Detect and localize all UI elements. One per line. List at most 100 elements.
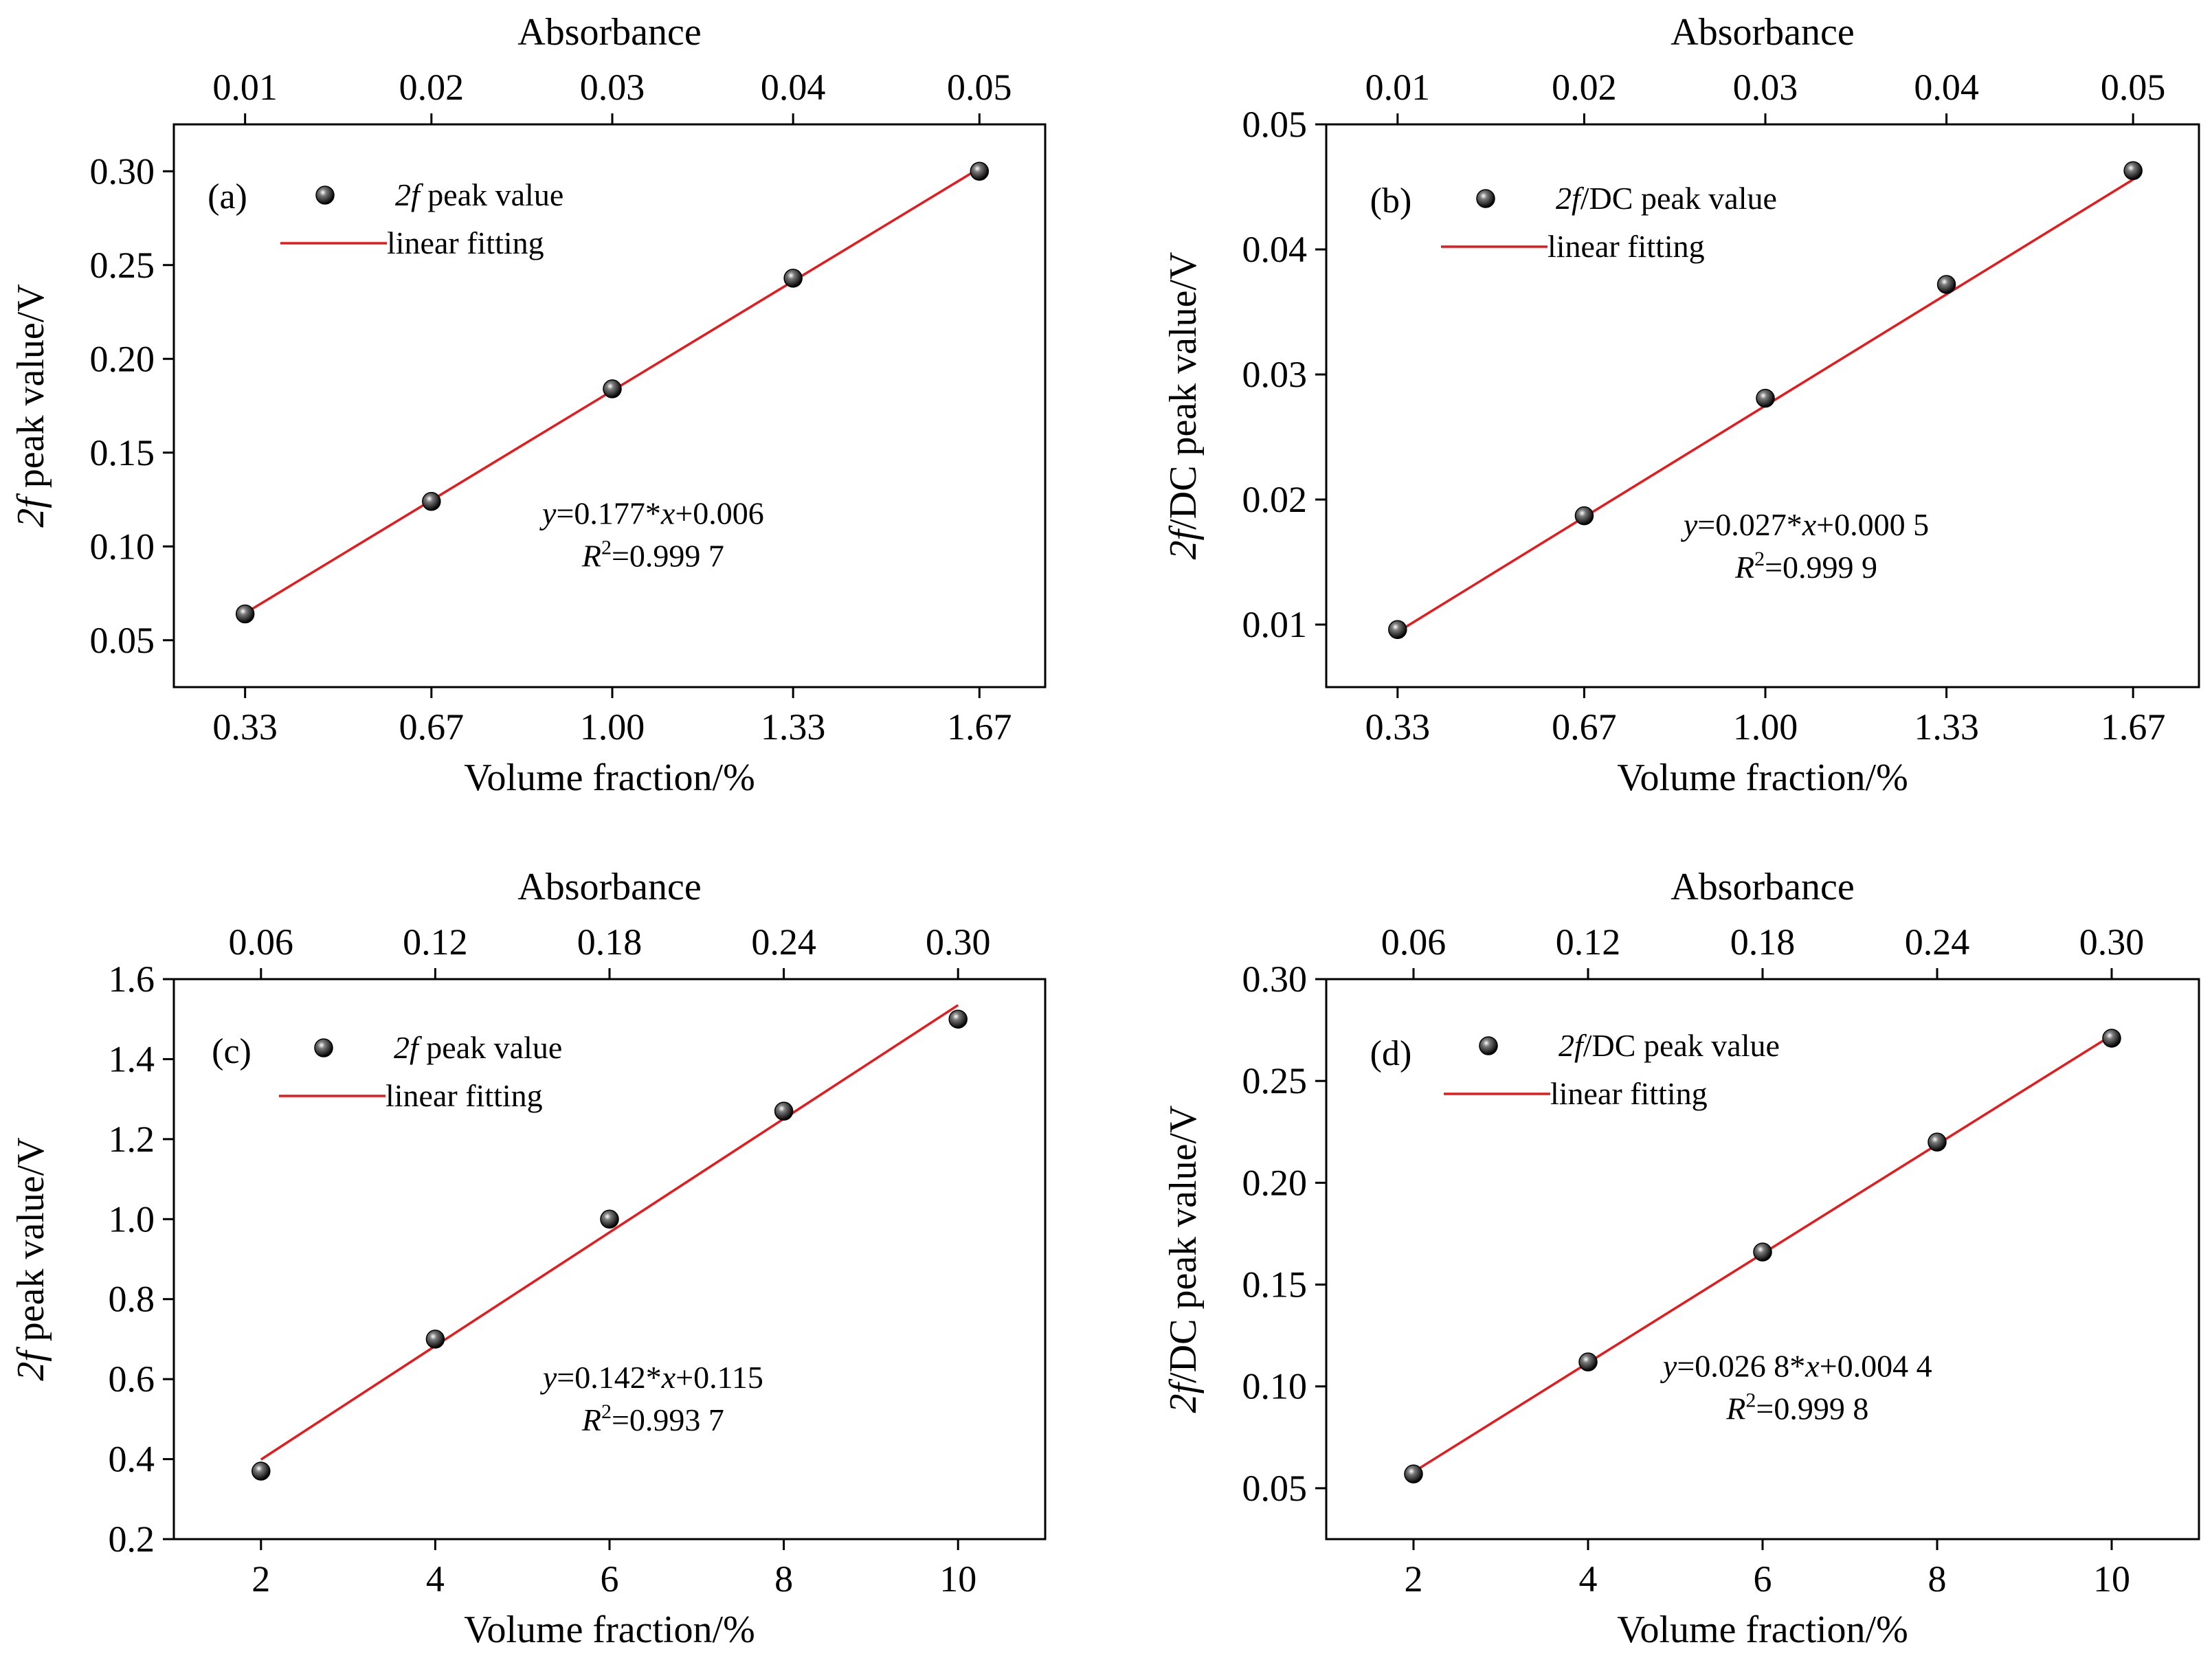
legend-label-fit: linear fitting: [1548, 229, 1705, 264]
top-x-axis-title: Absorbance: [517, 866, 701, 908]
x-tick-label: 1.33: [761, 706, 826, 748]
top-x-tick-label: 0.30: [926, 921, 991, 963]
chart-panel: 2 0.06 4 0.12 6 0.18 8 0.24 10 0.30 0.2 0.4 0.6 0.8 1.…: [10, 866, 1047, 1651]
r-label: R: [581, 538, 601, 573]
y-tick-label: 0.10: [1242, 1366, 1308, 1407]
x-tick-label: 1.00: [580, 706, 645, 748]
y-axis-title: 2f/DC peak value/V: [1162, 1106, 1205, 1413]
fit-line: [260, 1004, 959, 1461]
plot-frame: [172, 978, 1047, 1541]
x-axis-title: Volume fraction/%: [464, 1609, 755, 1651]
data-point: [783, 269, 803, 288]
legend-label-rest: /DC peak value: [1580, 181, 1777, 216]
r-value: =0.993 7: [612, 1402, 724, 1437]
x-axis-title: Volume fraction/%: [1617, 1609, 1908, 1651]
y-tick-label: 0.05: [1242, 104, 1308, 145]
y-axis-title-rest: /DC peak value/V: [1162, 1106, 1205, 1383]
y-tick-label: 1.6: [109, 959, 155, 1000]
data-point: [1936, 275, 1956, 294]
y-tick-label: 0.04: [1242, 229, 1308, 270]
y-tick-label: 0.2: [109, 1519, 155, 1560]
r-squared: R2=0.999 8: [1725, 1389, 1868, 1426]
data-point: [1404, 1464, 1423, 1483]
r-value: =0.999 7: [612, 538, 724, 573]
r-value: =0.999 8: [1756, 1391, 1868, 1426]
equation-x: x: [1802, 507, 1817, 542]
data-point: [252, 1461, 271, 1481]
x-tick-label: 0.33: [212, 706, 278, 748]
data-point: [603, 379, 622, 399]
r-exponent: 2: [1754, 548, 1765, 570]
y-tick-label: 0.15: [1242, 1264, 1308, 1306]
y-tick-label: 0.25: [90, 245, 155, 286]
x-axis-title: Volume fraction/%: [1617, 757, 1908, 799]
fit-equation: y=0.177*x+0.006: [539, 495, 764, 530]
x-tick-label: 0.33: [1365, 706, 1431, 748]
data-point: [1928, 1132, 1947, 1152]
r-exponent: 2: [1745, 1389, 1756, 1412]
top-x-tick-label: 0.01: [1365, 67, 1431, 108]
x-tick-label: 0.67: [1552, 706, 1617, 748]
y-tick-label: 0.6: [109, 1358, 155, 1400]
equation-x: x: [661, 1360, 676, 1395]
r-value: =0.999 9: [1765, 550, 1877, 585]
legend-marker: [315, 186, 335, 205]
data-point: [422, 491, 441, 511]
data-point: [948, 1009, 968, 1029]
y-tick-label: 0.30: [1242, 959, 1308, 1000]
y-axis-title-italic: 2f: [10, 1346, 52, 1381]
x-tick-label: 1.67: [947, 706, 1012, 748]
y-axis-title-italic: 2f: [1162, 524, 1205, 559]
equation-tail: +0.000 5: [1816, 507, 1929, 542]
equation-tail: +0.115: [675, 1360, 763, 1395]
data-point: [774, 1101, 794, 1121]
legend-label-italic: 2f: [1559, 1028, 1587, 1063]
top-x-tick-label: 0.24: [1905, 921, 1970, 963]
y-tick-label: 0.20: [1242, 1162, 1308, 1203]
panel-label: (d): [1370, 1034, 1412, 1073]
top-x-tick-label: 0.05: [2101, 67, 2166, 108]
equation-rest: =0.027*: [1697, 507, 1802, 542]
legend-marker: [1479, 1036, 1498, 1055]
data-point: [425, 1330, 445, 1349]
legend-label-fit: linear fitting: [386, 1078, 543, 1113]
y-tick-label: 0.03: [1242, 354, 1308, 395]
top-x-tick-label: 0.01: [212, 67, 278, 108]
top-x-axis-title: Absorbance: [1671, 11, 1854, 54]
panel-label: (c): [212, 1032, 252, 1071]
r-squared: R2=0.999 9: [1734, 548, 1877, 585]
y-axis-title: 2f/DC peak value/V: [1162, 252, 1205, 560]
equation-y: y: [1681, 507, 1698, 542]
x-axis-title: Volume fraction/%: [464, 757, 755, 799]
data-point: [600, 1209, 619, 1229]
top-x-tick-label: 0.03: [1733, 67, 1798, 108]
legend-marker: [1476, 189, 1495, 208]
data-point: [1574, 506, 1594, 526]
fit-equation: y=0.027*x+0.000 5: [1681, 507, 1929, 542]
y-axis-title-italic: 2f: [1162, 1378, 1205, 1413]
top-x-tick-label: 0.02: [1552, 67, 1617, 108]
equation-tail: +0.006: [675, 495, 763, 530]
r-exponent: 2: [601, 536, 612, 559]
top-x-tick-label: 0.04: [761, 67, 826, 108]
legend-label-italic: 2f: [1556, 181, 1585, 216]
top-x-tick-label: 0.03: [580, 67, 645, 108]
x-tick-label: 4: [1579, 1558, 1598, 1600]
y-tick-label: 0.10: [90, 526, 155, 567]
equation-y: y: [539, 495, 557, 530]
chart-panel: 0.33 0.01 0.67 0.02 1.00 0.03 1.33 0.04 1.67 0.05…: [10, 11, 1047, 799]
y-tick-label: 0.30: [90, 150, 155, 192]
r-label: R: [1734, 550, 1754, 585]
x-tick-label: 1.67: [2101, 706, 2166, 748]
legend-label-rest: /DC peak value: [1583, 1028, 1780, 1063]
y-tick-label: 1.0: [109, 1198, 155, 1240]
plot-frame: [172, 123, 1047, 688]
x-tick-label: 6: [601, 1558, 619, 1600]
y-axis-title-rest: peak value/V: [10, 284, 52, 497]
equation-x: x: [1805, 1349, 1820, 1384]
x-tick-label: 4: [426, 1558, 445, 1600]
equation-y: y: [540, 1360, 557, 1395]
data-point: [1753, 1242, 1772, 1262]
data-point: [1388, 620, 1407, 640]
